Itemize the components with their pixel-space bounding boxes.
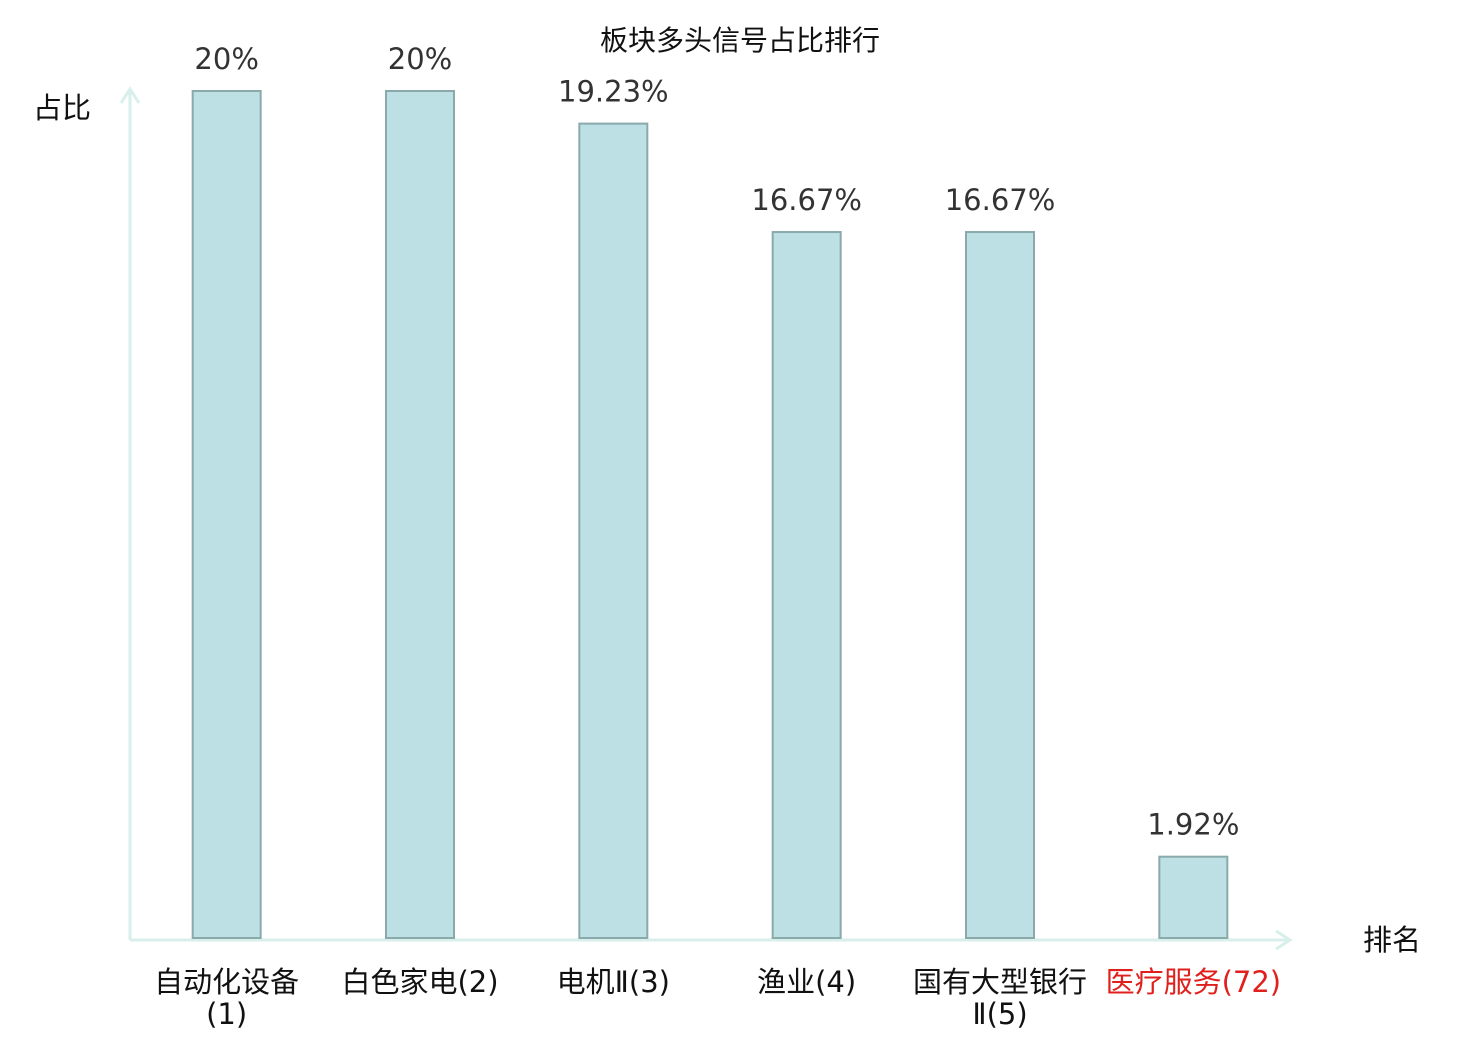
value-label: 20% [388, 42, 452, 76]
x-tick-label: 国有大型银行Ⅱ(5) [912, 965, 1087, 1031]
x-tick-label: 医疗服务(72) [1105, 965, 1282, 999]
chart-title: 板块多头信号占比排行 [600, 24, 880, 57]
bar [385, 90, 455, 939]
x-tick-label: 电机Ⅱ(3) [556, 965, 670, 999]
x-axis-label: 排名 [1363, 923, 1421, 957]
y-axis-label: 占比 [33, 91, 91, 125]
bar [771, 231, 842, 939]
value-label: 20% [194, 42, 258, 76]
x-tick-label: 自动化设备(1) [154, 965, 300, 1031]
value-label: 16.67% [945, 183, 1056, 217]
x-axis [130, 929, 1293, 951]
y-axis [119, 86, 141, 940]
bar [965, 231, 1035, 939]
bar [191, 90, 262, 939]
x-tick-label: 白色家电(2) [341, 965, 499, 999]
value-label: 16.67% [751, 183, 862, 217]
x-tick-label: 渔业(4) [757, 965, 857, 999]
bar [578, 122, 649, 939]
value-label: 1.92% [1147, 808, 1239, 842]
value-label: 19.23% [558, 75, 669, 109]
bar [1158, 855, 1229, 939]
